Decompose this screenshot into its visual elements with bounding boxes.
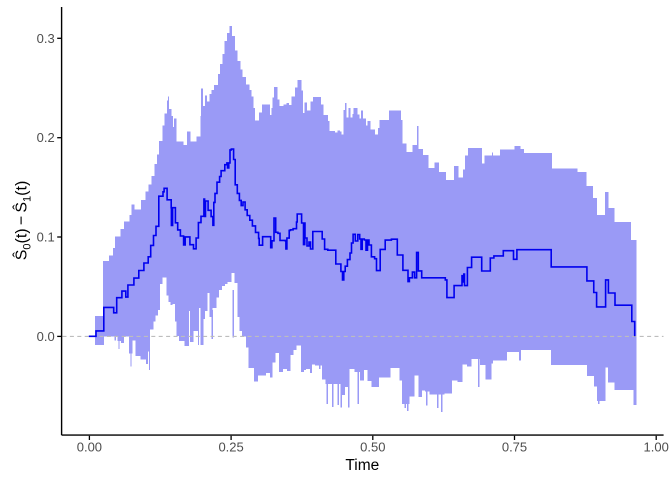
svg-text:0.50: 0.50 <box>360 440 385 455</box>
svg-text:0.25: 0.25 <box>218 440 243 455</box>
svg-text:1.00: 1.00 <box>644 440 669 455</box>
svg-text:0.3: 0.3 <box>37 31 55 46</box>
svg-text:0.2: 0.2 <box>37 130 55 145</box>
svg-text:Time: Time <box>345 457 379 474</box>
svg-text:0.1: 0.1 <box>37 230 55 245</box>
svg-text:0.0: 0.0 <box>37 329 55 344</box>
svg-text:0.75: 0.75 <box>502 440 527 455</box>
svg-text:0.00: 0.00 <box>77 440 102 455</box>
